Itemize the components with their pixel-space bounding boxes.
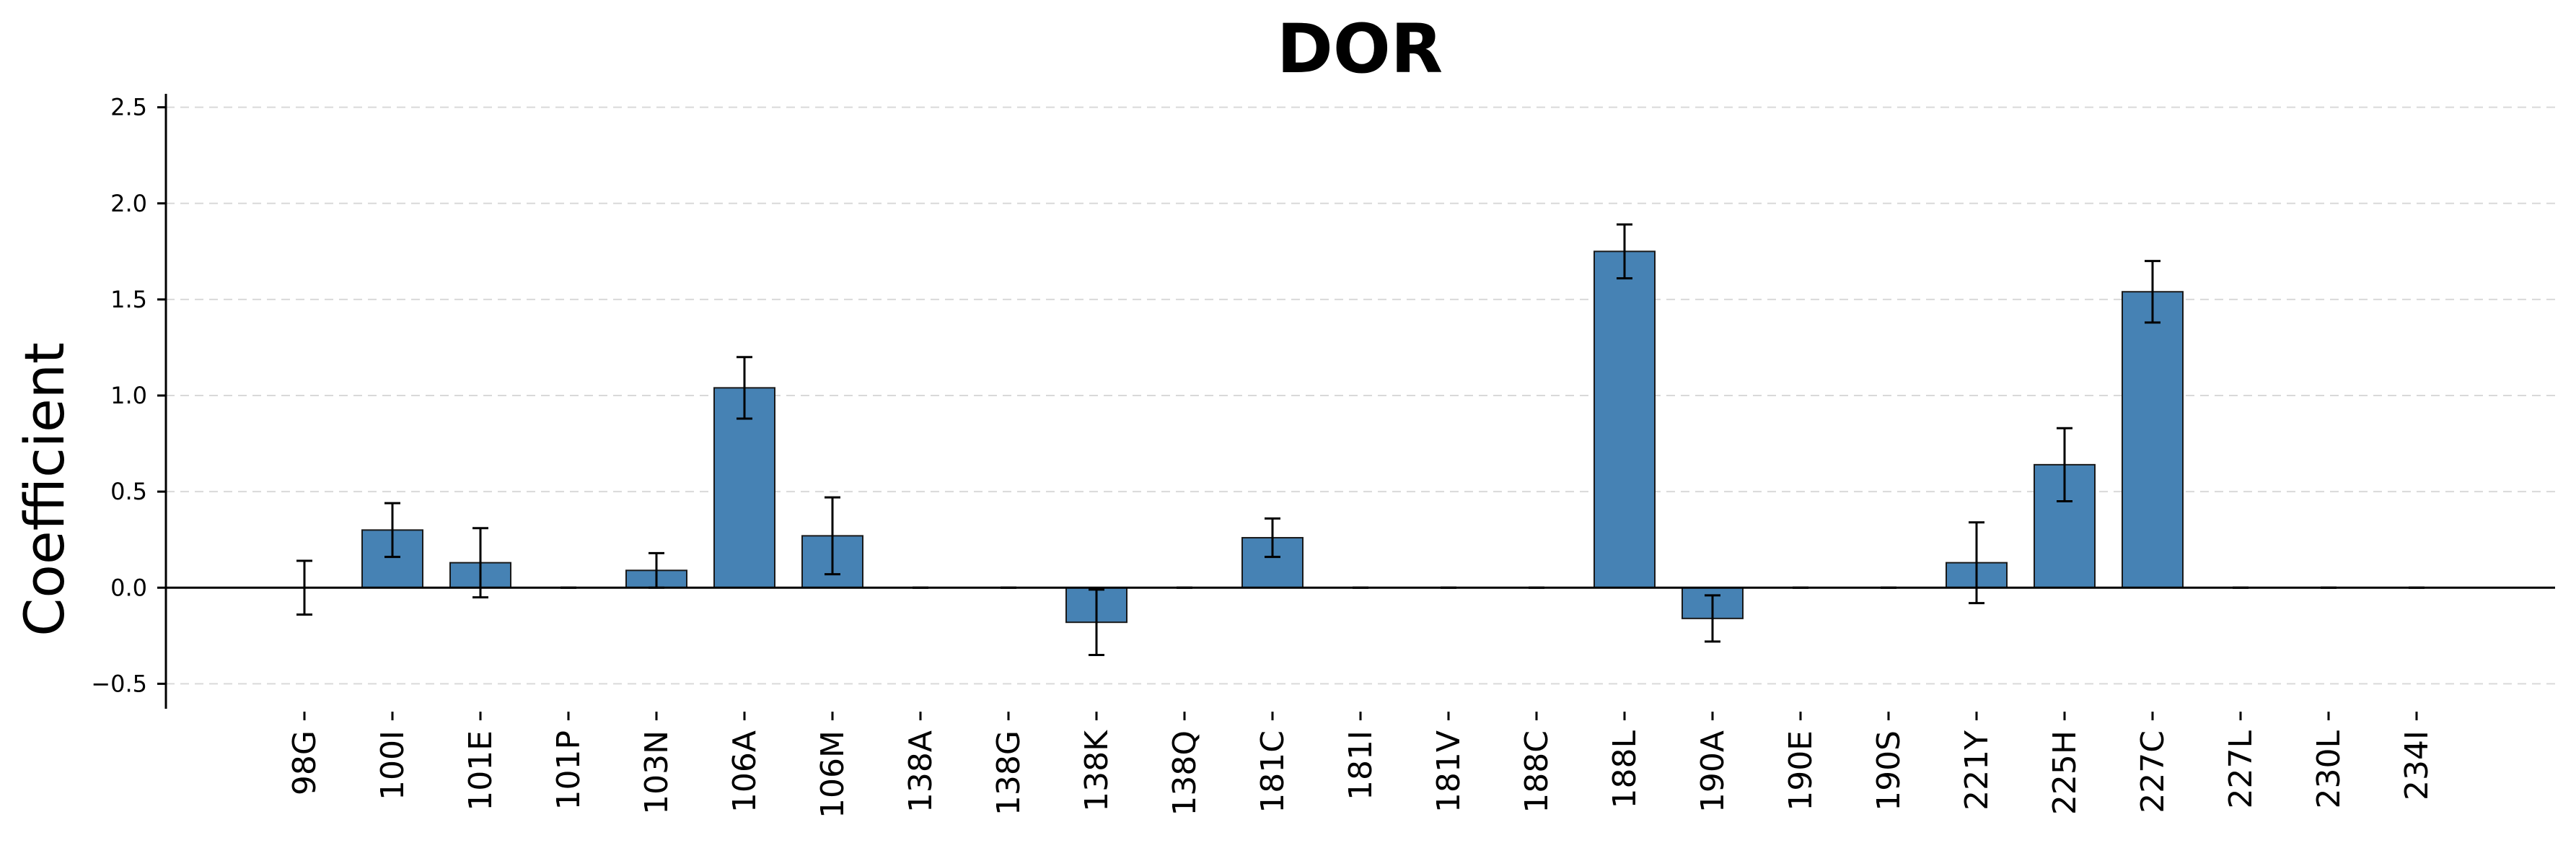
axes: −0.5 0.0 0.5 1.0 1.5 2.0 2.5 98G 100I 101E 101P 103…: [91, 94, 2435, 818]
x-tick-label: 103N: [638, 730, 675, 815]
x-tick-label: 221Y: [1959, 730, 1995, 811]
y-tick-label: 1.0: [110, 382, 147, 409]
x-tick-label: 225H: [2047, 730, 2083, 815]
gridlines: [166, 106, 2555, 685]
x-tick-label: 181I: [1342, 730, 1379, 800]
error-bars: [296, 223, 2425, 656]
y-tick-label: 0.5: [110, 478, 147, 505]
x-tick-label: 234I: [2399, 730, 2435, 800]
x-tick-label: 101E: [462, 730, 499, 811]
x-tick-label: 188C: [1518, 730, 1555, 813]
x-tick-label: 106M: [814, 730, 851, 818]
x-tick-label: 230L: [2311, 730, 2347, 809]
x-tick-label: 227C: [2135, 730, 2171, 813]
y-axis-label: Coefficient: [12, 342, 76, 636]
chart-title: DOR: [1277, 10, 1443, 89]
y-tick-label: 1.5: [110, 286, 147, 313]
bars: [361, 250, 2184, 624]
x-tick-label: 188L: [1606, 730, 1643, 809]
x-tick-label: 181V: [1430, 730, 1467, 813]
x-tick-label: 138A: [902, 730, 939, 813]
x-tick-label: 138Q: [1166, 730, 1203, 816]
x-tick-label: 101P: [550, 730, 587, 811]
x-tick-label: 100I: [374, 730, 411, 800]
bar: [2122, 291, 2184, 589]
x-tick-label: 138G: [990, 730, 1027, 816]
y-tick-label: 2.5: [110, 94, 147, 121]
y-tick-label: 2.0: [110, 190, 147, 217]
x-tick-label: 190A: [1694, 730, 1731, 813]
x-tick-label: 190E: [1782, 730, 1819, 811]
x-tick-label: 106A: [726, 730, 763, 813]
x-tick-label: 190S: [1871, 730, 1907, 811]
x-tick-label: 227L: [2223, 730, 2259, 809]
x-tick-label: 138K: [1078, 730, 1115, 812]
x-tick-label: 98G: [286, 730, 323, 795]
y-tick-label: 0.0: [110, 574, 147, 601]
bar: [1593, 250, 1656, 589]
y-tick-label: −0.5: [91, 670, 147, 697]
x-tick-label: 181C: [1254, 730, 1291, 813]
